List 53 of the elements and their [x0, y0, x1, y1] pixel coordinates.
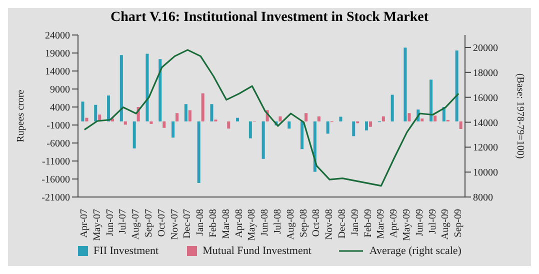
y2-tick-label: 20000 [473, 43, 498, 54]
y2-tick-label: 12000 [473, 142, 498, 154]
y2-tick-label: 14000 [473, 118, 498, 129]
x-tick-label: Jun-09 [414, 209, 426, 236]
x-tick-label: Jul-09 [427, 209, 438, 234]
x-tick-label: Feb-08 [208, 209, 219, 238]
x-tick-label: Jul-07 [118, 209, 129, 234]
x-tick-label: Jan-09 [350, 209, 361, 236]
y-axis-title: Rupees crore [16, 89, 27, 142]
x-tick-label: Dec-08 [336, 209, 348, 238]
x-tick-label: Nov-08 [324, 209, 336, 240]
x-tick-label: Sep-07 [143, 209, 154, 238]
y-tick-label: 19000 [45, 48, 70, 60]
legend-label: Average (right scale) [369, 245, 462, 257]
x-tick-label: Oct-07 [156, 209, 168, 237]
y-tick-label: -6000 [46, 138, 70, 150]
x-tick-label: Aug-07 [130, 209, 142, 240]
y-tick-label: -16000 [42, 174, 70, 186]
x-tick-label: Nov-07 [169, 209, 180, 240]
y-tick-label: 9000 [50, 84, 70, 96]
x-tick-label: Aug-09 [440, 209, 452, 240]
x-tick-label: May-07 [92, 209, 103, 241]
y2-axis-title: (Base: 1978-79=100) [514, 73, 526, 159]
x-tick-label: Sep-08 [298, 209, 310, 238]
x-tick-label: Apr-08 [234, 209, 245, 238]
y-tick-label: 4000 [50, 102, 70, 114]
y2-tick-label: 10000 [473, 168, 498, 179]
x-tick-label: May-09 [401, 209, 412, 241]
y-tick-label: 14000 [45, 66, 70, 78]
y-tick-label: -11000 [42, 156, 70, 168]
x-tick-label: Apr-09 [388, 209, 400, 238]
x-tick-label: May-08 [246, 209, 258, 241]
x-tick-label: Jun-07 [104, 209, 116, 236]
y-tick-label: 24000 [45, 30, 70, 42]
y2-tick-label: 16000 [473, 92, 498, 104]
legend-label: Mutual Fund Investment [202, 245, 312, 257]
x-tick-label: Mar-08 [220, 209, 232, 239]
chart-title: Chart V.16: Institutional Investment in Stock Market [110, 9, 430, 27]
y-tick-label: -1000 [46, 120, 70, 132]
x-tick-label: Mar-09 [376, 209, 387, 239]
x-tick-label: Jan-08 [195, 209, 206, 236]
x-tick-label: Aug-08 [285, 209, 296, 240]
y2-tick-label: 18000 [473, 68, 498, 79]
y2-tick-label: 8000 [473, 192, 493, 204]
x-tick-label: Dec-07 [182, 209, 194, 238]
y-tick-label: -21000 [42, 192, 70, 204]
x-tick-label: Sep-09 [453, 209, 464, 238]
legend-label: FII Investment [94, 245, 159, 257]
x-tick-label: Jun-08 [260, 209, 271, 236]
x-tick-label: Feb-09 [362, 209, 374, 238]
x-tick-label: Jul-08 [272, 209, 284, 234]
x-tick-label: Oct-08 [311, 209, 322, 237]
x-tick-label: Apr-07 [78, 209, 90, 238]
